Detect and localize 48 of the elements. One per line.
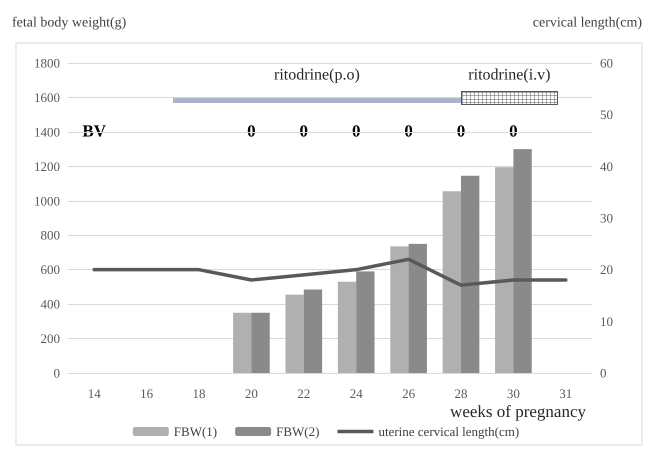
x-tick-label: 26 bbox=[402, 386, 416, 401]
line-series bbox=[92, 258, 568, 287]
bar bbox=[338, 282, 356, 373]
x-tick-label: 16 bbox=[140, 386, 154, 401]
x-tick-label: 31 bbox=[559, 386, 572, 401]
y-tick-label: 1600 bbox=[34, 90, 60, 105]
y-tick-label: 400 bbox=[40, 296, 60, 312]
y-tick-label: 1200 bbox=[34, 158, 60, 174]
y-tick-label: 600 bbox=[40, 262, 60, 278]
x-tick-label: 30 bbox=[506, 386, 520, 401]
bar bbox=[251, 312, 270, 373]
legend-label: FBW(2) bbox=[276, 424, 320, 439]
bar bbox=[304, 289, 322, 373]
y2-tick-label: 10 bbox=[600, 314, 613, 329]
bar bbox=[442, 191, 461, 373]
bar bbox=[513, 149, 532, 373]
x-tick-label: 22 bbox=[297, 386, 310, 401]
x-axis-title: weeks of pregnancy bbox=[450, 402, 586, 421]
bar bbox=[356, 271, 375, 373]
bar bbox=[285, 294, 304, 373]
y2-tick-label: 40 bbox=[600, 158, 613, 174]
y2-axis-title: cervical length(cm) bbox=[532, 16, 642, 30]
legend-label: FBW(1) bbox=[174, 424, 218, 439]
bar bbox=[233, 312, 252, 373]
legend-label: uterine cervical length(cm) bbox=[378, 424, 520, 439]
bar bbox=[461, 176, 480, 373]
y2-tick-label: 50 bbox=[600, 107, 613, 122]
bar bbox=[495, 167, 514, 373]
y-tick-label: 800 bbox=[40, 228, 60, 243]
y2-tick-label: 0 bbox=[600, 366, 606, 380]
y-tick-label: 200 bbox=[40, 331, 60, 346]
y2-tick-label: 30 bbox=[600, 210, 613, 226]
annotation: ritodrine(p.o) bbox=[274, 66, 360, 84]
x-tick-label: 18 bbox=[192, 386, 206, 401]
x-tick-label: 20 bbox=[244, 386, 258, 401]
y-axis-title: fetal body weight(g) bbox=[12, 16, 127, 30]
x-tick-label: 14 bbox=[88, 386, 102, 401]
y-tick-label: 1800 bbox=[34, 56, 60, 70]
x-tick-label: 24 bbox=[350, 386, 364, 401]
y-tick-label: 1000 bbox=[34, 193, 60, 208]
annotation: ritodrine(i.v) bbox=[468, 66, 550, 84]
x-tick-label: 28 bbox=[454, 386, 468, 401]
bar bbox=[408, 244, 427, 373]
bar bbox=[390, 246, 409, 373]
y2-tick-label: 20 bbox=[600, 262, 613, 278]
y2-tick-label: 60 bbox=[600, 56, 613, 70]
y-tick-label: 0 bbox=[54, 366, 60, 380]
y-tick-label: 1400 bbox=[34, 124, 60, 140]
